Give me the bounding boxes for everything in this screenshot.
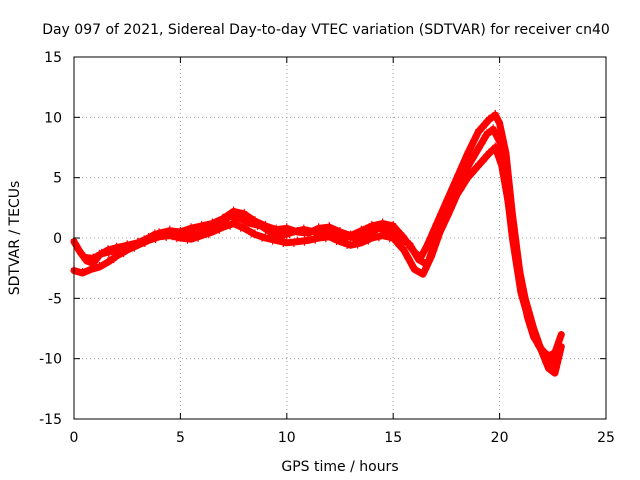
y-tick-label: 5 [53, 171, 62, 187]
y-tick-label: -10 [39, 352, 62, 368]
y-tick-label: -15 [39, 412, 62, 428]
y-axis-label: SDTVAR / TECUs [7, 181, 23, 296]
x-tick-label: 0 [70, 430, 79, 446]
y-tick-label: 15 [44, 50, 62, 66]
series-markers [81, 124, 561, 365]
series-markers [71, 142, 564, 375]
x-axis-label: GPS time / hours [281, 459, 398, 475]
x-tick-label: 25 [597, 430, 615, 446]
series-trace [70, 144, 565, 377]
x-tick-label: 5 [176, 430, 185, 446]
y-tick-label: 0 [53, 231, 62, 247]
series-trace [81, 125, 563, 367]
y-tick-label: -5 [48, 291, 62, 307]
axis-ticks: 0 5 10 15 20 25 -15 -10 -5 0 5 10 15 [39, 50, 615, 446]
data-series [70, 109, 565, 377]
chart-title: Day 097 of 2021, Sidereal Day-to-day VTE… [42, 22, 610, 38]
y-tick-label: 10 [44, 110, 62, 126]
series-sat-c [81, 124, 563, 367]
x-tick-label: 20 [491, 430, 509, 446]
series-sat-b [70, 142, 565, 377]
x-tick-label: 10 [278, 430, 296, 446]
x-tick-label: 15 [384, 430, 402, 446]
